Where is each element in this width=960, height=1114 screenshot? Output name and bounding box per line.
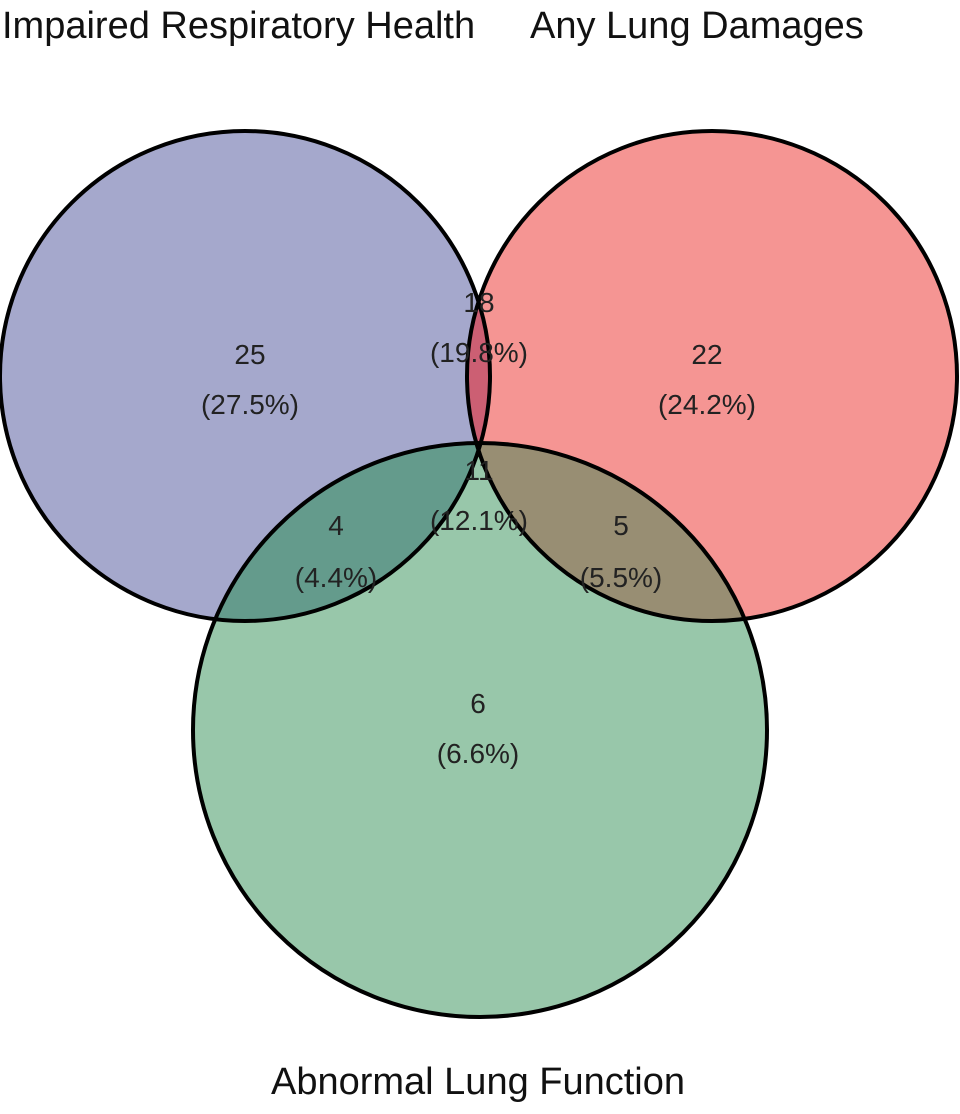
all-three-count: 11 [464, 455, 493, 486]
label-impaired-respiratory-health: Impaired Respiratory Health [2, 5, 475, 47]
overlap-irh-alf [193, 443, 490, 621]
irh-only-pct: (27.5%) [201, 389, 299, 420]
ald-alf-count: 5 [613, 510, 629, 541]
alf-only-count: 6 [470, 688, 486, 719]
irh-ald-pct: (19.8%) [430, 337, 528, 368]
irh-alf-pct: (4.4%) [295, 562, 377, 593]
label-abnormal-lung-function: Abnormal Lung Function [271, 1061, 685, 1103]
irh-only-count: 25 [234, 339, 265, 370]
label-any-lung-damages: Any Lung Damages [530, 5, 864, 47]
overlap-ald-alf [467, 443, 767, 621]
alf-only-pct: (6.6%) [437, 738, 519, 769]
alf-outline [191, 441, 769, 1019]
irh-ald-count: 18 [463, 287, 494, 318]
all-three-pct: (12.1%) [430, 505, 528, 536]
irh-alf-count: 4 [328, 510, 344, 541]
irh-outline [0, 129, 492, 623]
ald-only-count: 22 [691, 339, 722, 370]
ald-alf-pct: (5.5%) [580, 562, 662, 593]
ald-only-pct: (24.2%) [658, 389, 756, 420]
ald-outline [465, 129, 959, 623]
